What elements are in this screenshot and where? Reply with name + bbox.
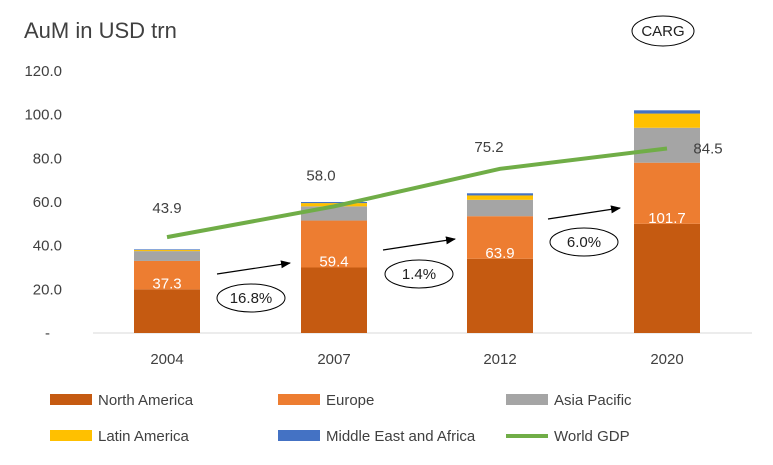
x-category-label: 2004 [150,351,183,368]
carg-badge: CARG [631,15,695,47]
bar-segment-middle-east-and-africa [634,110,700,114]
bar-segment-asia-pacific [301,206,367,221]
bar-segment-asia-pacific [634,127,700,163]
legend-swatch-asia-pacific [506,394,548,405]
legend-swatch-europe [278,394,320,405]
gdp-line-group: 43.9 58.0 75.2 84.5 [152,139,723,240]
bar-segment-middle-east-and-africa [134,249,200,251]
bars: 37.3 59.4 63.9 101.7 [134,110,700,333]
legend-swatch-middle-east-and-africa [278,430,320,441]
y-tick-label: 100.0 [24,107,62,124]
bar-segment-north-america [467,258,533,333]
y-tick-label: 20.0 [33,281,62,298]
legend-swatch-latin-america [50,430,92,441]
cagr-ellipse [216,283,286,313]
legend-label-north-america: North America [98,392,194,409]
x-category-label: 2020 [650,351,683,368]
gdp-value-label: 84.5 [693,141,722,158]
bar-total-label: 59.4 [319,254,348,271]
bar-segment-latin-america [134,250,200,252]
gdp-value-label: 58.0 [306,167,335,184]
gdp-value-label: 43.9 [152,200,181,217]
cagr-ellipse [384,259,454,289]
y-axis: - 20.0 40.0 60.0 80.0 100.0 120.0 [24,63,62,342]
cagr-ellipse [549,227,619,257]
x-category-label: 2012 [483,351,516,368]
bar-segment-north-america [301,267,367,333]
y-tick-label: - [45,325,50,342]
bar-total-label: 101.7 [648,210,686,227]
bar-segment-asia-pacific [467,199,533,217]
cagr-annotations: 16.8% 1.4% 6.0% [216,205,621,313]
bar-total-label: 37.3 [152,275,181,292]
bar-total-label: 63.9 [485,245,514,262]
cagr-value-label: 16.8% [230,290,273,307]
bar-segment-asia-pacific [134,251,200,261]
world-gdp-line [166,146,668,240]
bar-segment-europe [134,260,200,290]
legend-label-asia-pacific: Asia Pacific [554,392,632,409]
legend-label-latin-america: Latin America [98,428,190,445]
bar-segment-latin-america [467,195,533,200]
carg-badge-label: CARG [641,23,684,40]
bar-segment-europe [634,162,700,224]
bar-segment-middle-east-and-africa [301,202,367,204]
gdp-value-label: 75.2 [474,139,503,156]
bar-segment-north-america [134,289,200,333]
bar-segment-middle-east-and-africa [467,193,533,196]
cagr-value-label: 6.0% [567,234,601,251]
x-axis-labels: 2004 2007 2012 2020 [150,351,683,368]
chart-title: AuM in USD trn [24,18,177,43]
bar-segment-latin-america [634,113,700,128]
legend-swatch-north-america [50,394,92,405]
legend-label-middle-east-and-africa: Middle East and Africa [326,428,476,445]
y-tick-label: 60.0 [33,194,62,211]
cagr-arrow [216,260,291,275]
bar-segment-north-america [634,223,700,333]
legend: North America Europe Asia Pacific Latin Ame… [50,392,632,445]
cagr-value-label: 1.4% [402,266,436,283]
x-category-label: 2007 [317,351,350,368]
y-tick-label: 40.0 [33,238,62,255]
legend-label-world-gdp: World GDP [554,428,630,445]
cagr-arrow [382,236,456,251]
y-tick-label: 80.0 [33,150,62,167]
legend-label-europe: Europe [326,392,374,409]
bar-segment-europe [301,220,367,268]
cagr-arrow [547,205,621,220]
y-tick-label: 120.0 [24,63,62,80]
bar-segment-europe [467,216,533,259]
